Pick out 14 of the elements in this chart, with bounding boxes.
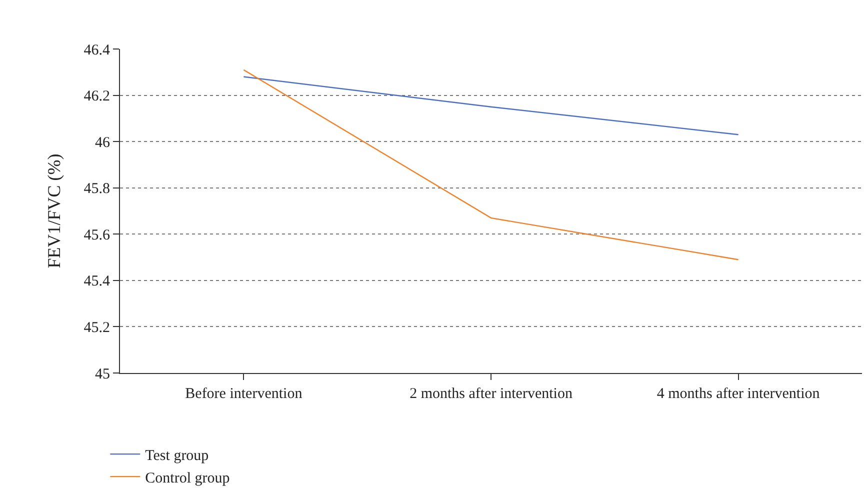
y-tick-label: 46 — [95, 134, 110, 151]
y-tick-label: 46.4 — [84, 42, 110, 58]
y-tick-label: 45 — [95, 366, 110, 382]
y-tick-label: 46.2 — [84, 88, 110, 105]
legend-label: Test group — [145, 448, 209, 464]
x-tick-label: 2 months after intervention — [410, 386, 573, 402]
y-tick-label: 45.2 — [84, 320, 110, 336]
legend-label: Control group — [145, 470, 230, 486]
y-tick-label: 45.4 — [84, 274, 110, 290]
x-tick-label: Before intervention — [185, 386, 303, 402]
y-tick-label: 45.8 — [84, 181, 110, 198]
y-tick-label: 45.6 — [84, 227, 110, 244]
y-axis-title: FEV1/FVC (%) — [44, 154, 64, 268]
x-tick-label: 4 months after intervention — [656, 386, 820, 402]
